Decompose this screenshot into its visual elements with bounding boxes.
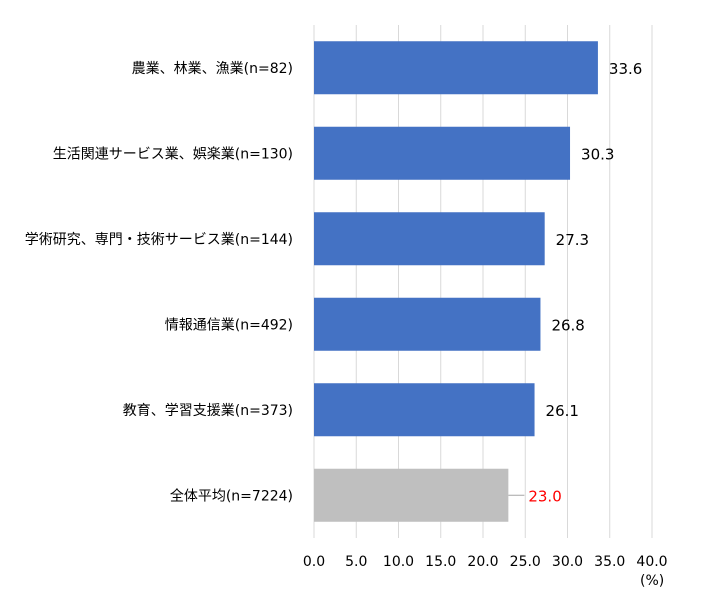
data-label: 33.6: [609, 60, 642, 78]
labels: 0.0 5.0 10.0 15.0 20.0 25.0 30.0 35.0 40.0 農業、林業、…: [25, 60, 668, 570]
bar: [314, 297, 541, 351]
gridlines: [313, 25, 653, 538]
category-label: 農業、林業、漁業(n=82): [132, 61, 293, 77]
average-bar: [314, 468, 509, 522]
x-tick-label: 30.0: [552, 554, 583, 570]
category-label: 全体平均(n=7224): [170, 487, 293, 504]
category-label: 情報通信業(n=492): [165, 317, 293, 333]
x-axis-unit: (%): [640, 573, 665, 589]
x-tick-label: 35.0: [594, 554, 625, 570]
x-tick-label: 5.0: [345, 554, 367, 570]
bar: [314, 212, 545, 266]
category-label: 教育、学習支援業(n=373): [123, 403, 293, 419]
x-tick-label: 25.0: [510, 554, 541, 570]
x-tick-label: 15.0: [425, 554, 456, 570]
bars: [314, 41, 598, 522]
category-label: 学術研究、専門・技術サービス業(n=144): [25, 232, 293, 248]
x-tick-label: 0.0: [303, 554, 325, 570]
bar: [314, 126, 571, 180]
x-tick-label: 20.0: [467, 554, 498, 570]
data-label: 26.8: [551, 316, 584, 334]
data-label: 27.3: [556, 231, 589, 249]
data-label: 26.1: [546, 402, 579, 420]
bar: [314, 41, 598, 95]
category-label: 生活関連サービス業、娯楽業(n=130): [53, 146, 293, 162]
x-tick-label: 10.0: [383, 554, 414, 570]
x-tick-label: 40.0: [636, 554, 667, 570]
data-label: 23.0: [528, 487, 561, 505]
bar: [314, 383, 535, 437]
data-label: 30.3: [581, 145, 614, 163]
